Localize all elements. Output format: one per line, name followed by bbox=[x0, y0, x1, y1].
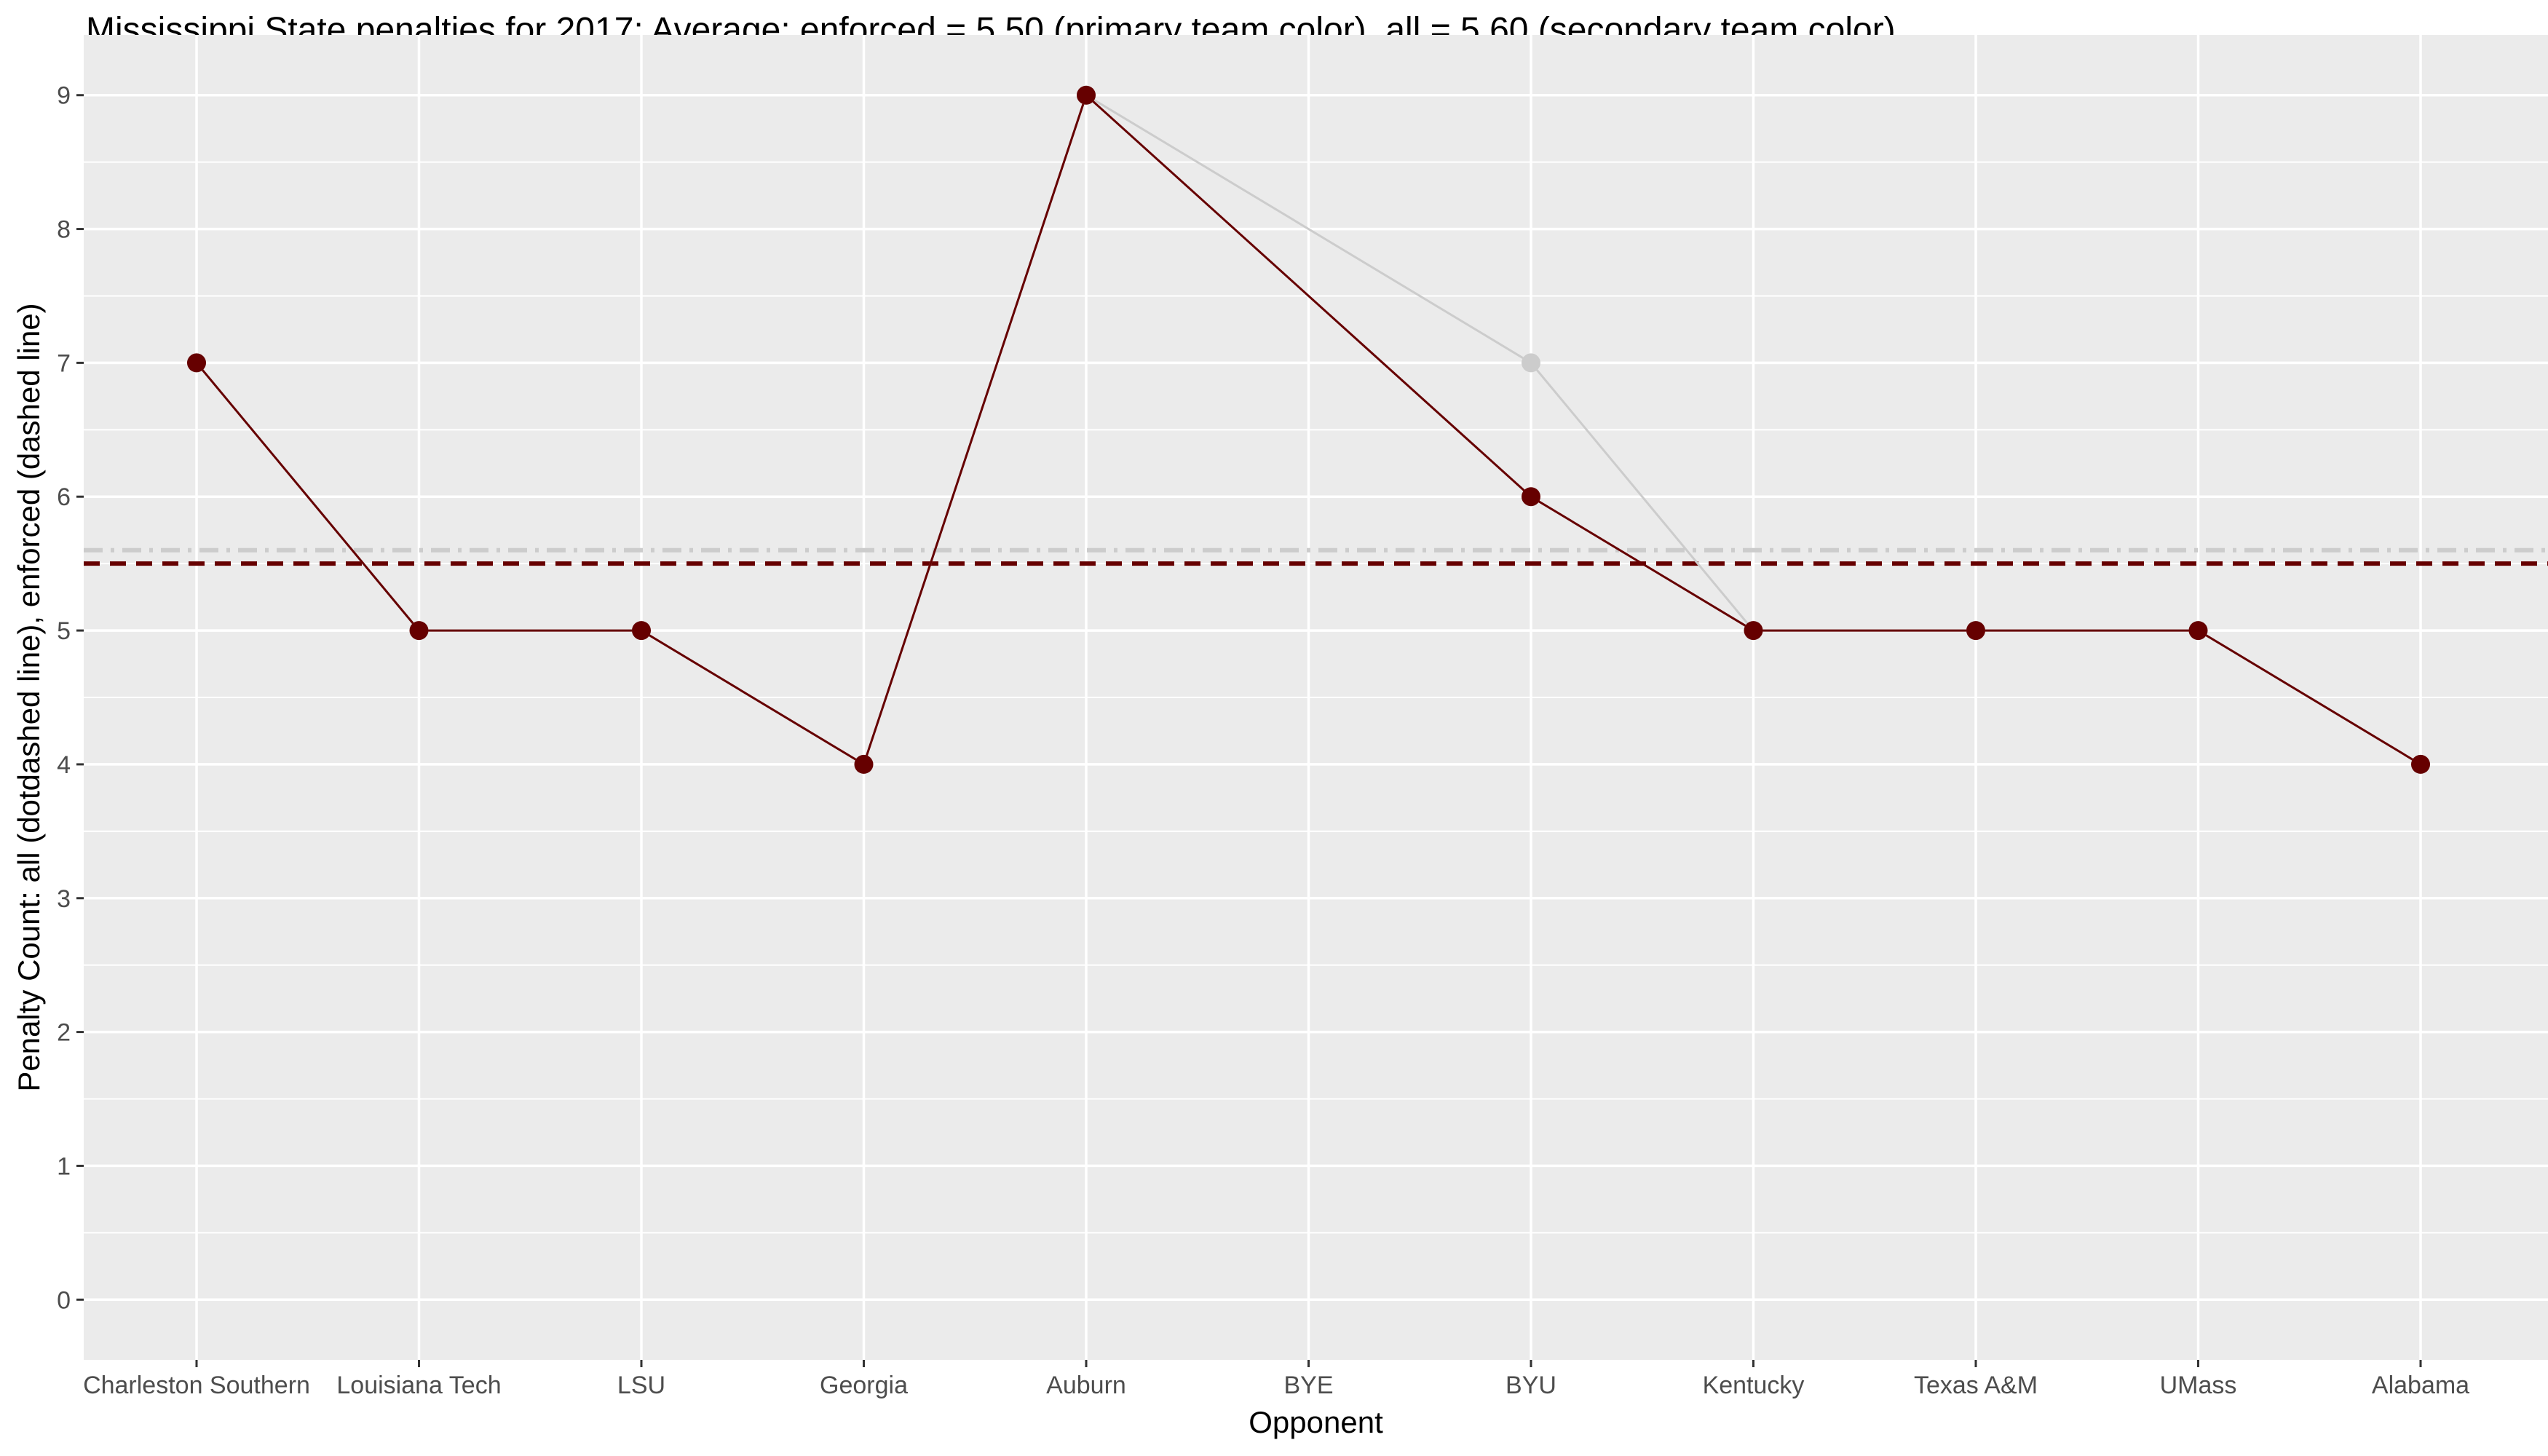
x-tick-label: Georgia bbox=[820, 1372, 908, 1399]
enforced-point-Louisiana Tech bbox=[409, 621, 429, 641]
enforced-point-Texas A&M bbox=[1966, 621, 1985, 641]
x-tick-label: Charleston Southern bbox=[83, 1372, 310, 1399]
x-tick-label: UMass bbox=[2160, 1372, 2237, 1399]
major-gridlines bbox=[84, 35, 2548, 1360]
enforced-point-Alabama bbox=[2411, 754, 2430, 774]
enforced-point-LSU bbox=[632, 621, 651, 641]
x-tick-label: Texas A&M bbox=[1914, 1372, 2038, 1399]
y-tick-label: 4 bbox=[57, 751, 71, 779]
all-point-BYU bbox=[1522, 353, 1540, 373]
y-axis-title: Penalty Count: all (dotdashed line), enf… bbox=[12, 303, 46, 1091]
average-reference-lines bbox=[84, 547, 2548, 566]
enforced-point-Georgia bbox=[854, 754, 874, 774]
enforced-point-BYU bbox=[1522, 487, 1540, 507]
enforced-point-Charleston Southern bbox=[187, 353, 206, 373]
y-tick-label: 5 bbox=[57, 617, 71, 645]
series-points bbox=[187, 85, 2430, 774]
y-tick-label: 2 bbox=[57, 1019, 71, 1047]
x-tick-label: BYU bbox=[1506, 1372, 1556, 1399]
y-tick-label: 8 bbox=[57, 216, 71, 244]
x-tick-labels: Charleston Southern Louisiana Tech LSU Geor… bbox=[83, 1372, 2469, 1399]
enforced-series-line bbox=[195, 93, 2421, 767]
x-tick-label: Alabama bbox=[2372, 1372, 2469, 1399]
y-tick-labels: 0 1 2 3 4 5 6 7 8 9 bbox=[57, 82, 71, 1315]
y-tick-label: 0 bbox=[57, 1286, 71, 1314]
y-tick-label: 9 bbox=[57, 82, 71, 110]
x-tick-label: LSU bbox=[617, 1372, 665, 1399]
x-tick-label: Louisiana Tech bbox=[336, 1372, 501, 1399]
y-tick-label: 3 bbox=[57, 885, 71, 913]
x-tick-label: Auburn bbox=[1046, 1372, 1126, 1399]
axis-ticks bbox=[76, 94, 2422, 1367]
y-tick-label: 1 bbox=[57, 1152, 71, 1180]
minor-gridlines bbox=[84, 161, 2548, 1234]
y-tick-label: 7 bbox=[57, 349, 71, 377]
series-lines bbox=[195, 93, 2421, 767]
x-tick-label: Kentucky bbox=[1703, 1372, 1805, 1399]
y-tick-label: 6 bbox=[57, 483, 71, 511]
enforced-point-UMass bbox=[2188, 621, 2208, 641]
enforced-point-Auburn bbox=[1077, 85, 1096, 105]
enforced-point-Kentucky bbox=[1744, 621, 1763, 641]
x-tick-label: BYE bbox=[1283, 1372, 1333, 1399]
x-axis-title: Opponent bbox=[1249, 1405, 1383, 1439]
